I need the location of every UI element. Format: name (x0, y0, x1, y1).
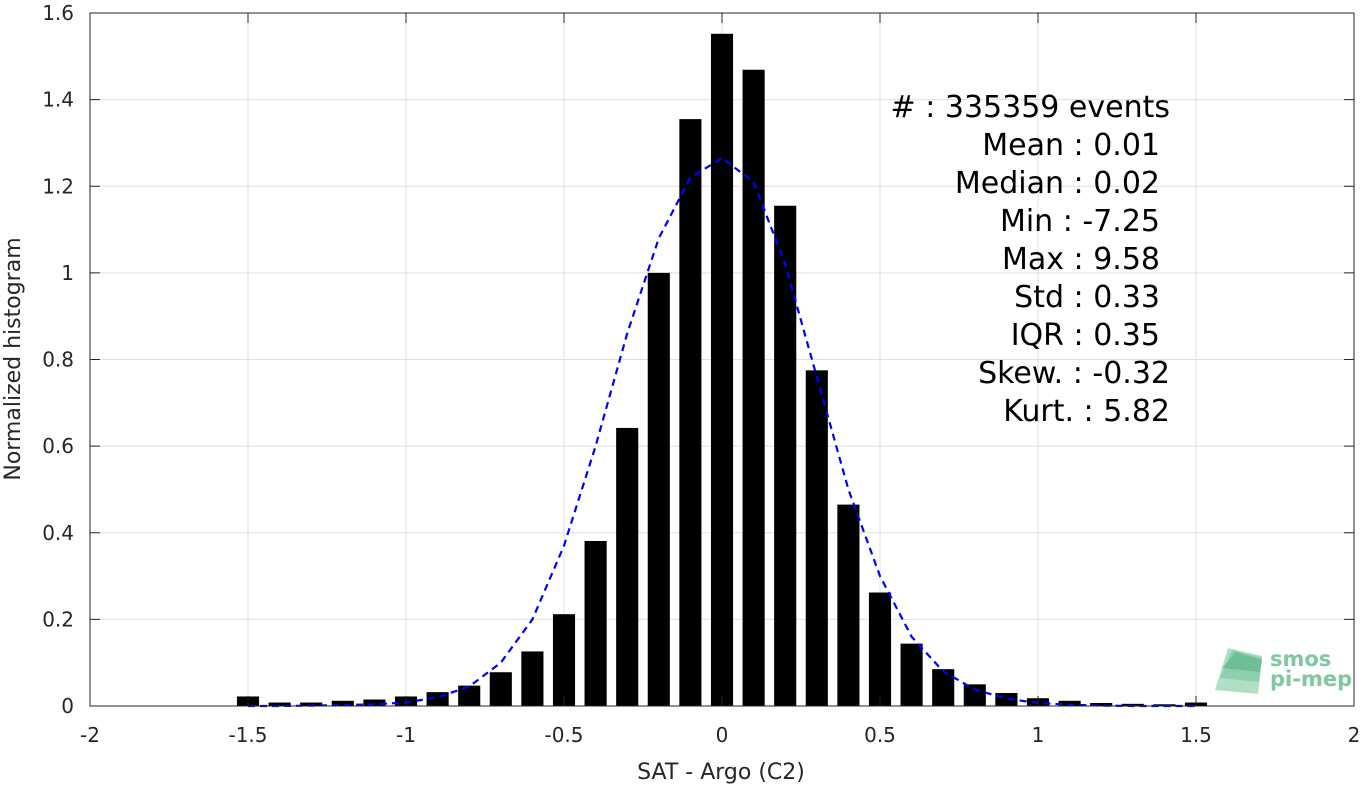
histogram-bar (458, 685, 481, 706)
y-tick-label: 1 (61, 261, 74, 285)
stats-line: Kurt. : 5.82 (1003, 394, 1170, 429)
histogram-bar (1090, 702, 1113, 706)
y-axis-label: Normalized histogram (1, 237, 26, 480)
histogram-bar (963, 684, 986, 706)
histogram-bar (774, 205, 797, 706)
histogram-bar (837, 504, 860, 706)
x-tick-label: -1 (396, 723, 416, 747)
axes-frame (89, 12, 1355, 707)
histogram-bar (300, 702, 323, 706)
histogram-bar (521, 651, 544, 706)
histogram-bar (900, 643, 923, 706)
y-tick-label: 0.8 (42, 348, 74, 372)
histogram-bar (331, 700, 354, 706)
smos-pi-mep-logo: smos pi-mep (1215, 647, 1352, 694)
y-tick-label: 0.2 (42, 607, 74, 631)
x-tick-labels: -2 -1.5 -1 -0.5 0 0.5 1 1.5 2 (80, 723, 1360, 747)
stats-line: Std : 0.33 (1014, 280, 1160, 315)
x-tick-label: 0.5 (864, 723, 896, 747)
stats-line: Min : -7.25 (1000, 204, 1160, 239)
histogram-bar (489, 672, 512, 706)
y-tick-labels: 0 0.2 0.4 0.6 0.8 1 1.2 1.4 1.6 (42, 1, 74, 718)
stats-line: Median : 0.02 (955, 166, 1160, 201)
y-tick-label: 1.4 (42, 88, 74, 112)
histogram-bar (710, 33, 734, 707)
x-tick-label: 1.5 (1180, 723, 1212, 747)
stats-line: Skew. : -0.32 (978, 356, 1170, 391)
x-tick-label: -1.5 (228, 723, 267, 747)
x-tick-label: 0 (716, 723, 729, 747)
y-tick-label: 1.6 (42, 1, 74, 25)
y-tick-label: 1.2 (42, 174, 74, 198)
stats-line: IQR : 0.35 (1011, 318, 1160, 353)
x-axis-label: SAT - Argo (C2) (637, 760, 805, 785)
histogram-bar (1058, 700, 1081, 706)
logo-text-smos: smos (1270, 647, 1331, 671)
y-tick-label: 0.6 (42, 434, 74, 458)
x-tick-label: 2 (1348, 723, 1361, 747)
logo-text-pi-mep: pi-mep (1270, 667, 1352, 691)
stats-line: Mean : 0.01 (982, 128, 1160, 163)
histogram-bar (363, 699, 386, 706)
x-tick-label: -0.5 (544, 723, 583, 747)
histogram-bar (647, 272, 670, 706)
histogram-bar (268, 702, 291, 706)
x-tick-label: -2 (80, 723, 100, 747)
logo-waves-icon (1215, 648, 1262, 694)
histogram-bar (868, 592, 892, 706)
histogram-bar (932, 669, 955, 706)
stats-line: Max : 9.58 (1002, 242, 1160, 277)
y-tick-label: 0 (61, 694, 74, 718)
histogram-bar (616, 427, 639, 706)
y-tick-label: 0.4 (42, 521, 74, 545)
histogram-bar (742, 69, 765, 706)
x-tick-label: 1 (1032, 723, 1045, 747)
histogram-bar (552, 614, 576, 706)
histogram-bar (584, 540, 607, 706)
stats-line: # : 335359 events (891, 90, 1170, 125)
histogram-bar (805, 370, 828, 706)
histogram-bar (679, 119, 702, 707)
